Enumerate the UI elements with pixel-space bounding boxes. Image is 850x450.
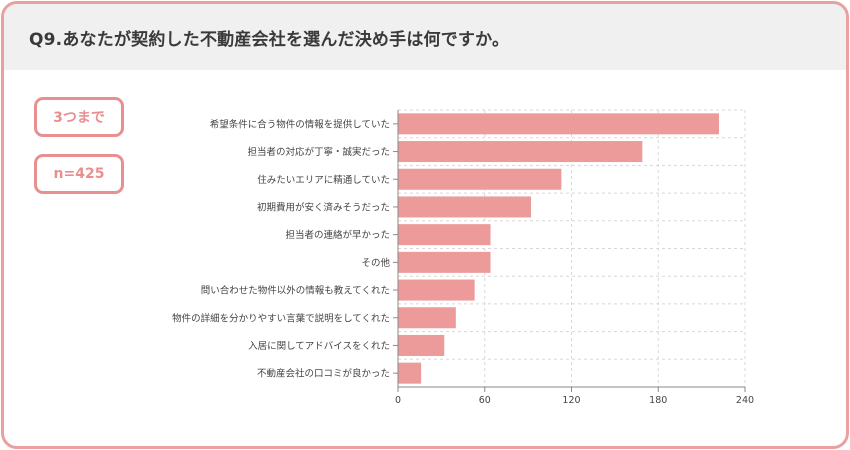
x-tick-label: 120 — [562, 395, 580, 406]
category-label: その他 — [361, 257, 390, 269]
bar — [398, 307, 456, 329]
category-label: 入居に関してアドバイスをくれた — [248, 341, 390, 352]
bar — [398, 196, 532, 218]
x-tick-label: 240 — [736, 395, 754, 406]
x-tick-label: 60 — [479, 395, 491, 406]
category-label: 担当者の対応が丁寧・誠実だった — [247, 146, 390, 158]
category-label: 問い合わせた物件以外の情報も教えてくれた — [201, 285, 390, 297]
bar — [398, 113, 719, 135]
category-label: 物件の詳細を分かりやすい言葉で説明をしてくれた — [172, 312, 390, 324]
bar — [398, 362, 422, 384]
answer-limit-badge: 3つまで — [34, 97, 124, 137]
category-label: 希望条件に合う物件の情報を提供していた — [210, 118, 390, 130]
x-tick-label: 180 — [649, 395, 667, 406]
category-label: 初期費用が安く済みそうだった — [257, 201, 390, 213]
bar — [398, 251, 491, 273]
sample-size-badge: n=425 — [34, 154, 124, 194]
question-title: Q9.あなたが契約した不動産会社を選んだ決め手は何ですか。 — [29, 29, 510, 50]
bar — [398, 334, 445, 356]
bar — [398, 224, 491, 246]
bar — [398, 279, 475, 301]
category-label: 住みたいエリアに精通していた — [257, 174, 390, 186]
category-label: 不動産会社の口コミが良かった — [257, 368, 390, 380]
question-header: Q9.あなたが契約した不動産会社を選んだ決め手は何ですか。 — [4, 4, 846, 70]
bar — [398, 141, 643, 163]
bar — [398, 168, 562, 190]
x-tick-label: 0 — [395, 395, 401, 406]
category-label: 担当者の連絡が早かった — [285, 229, 390, 241]
